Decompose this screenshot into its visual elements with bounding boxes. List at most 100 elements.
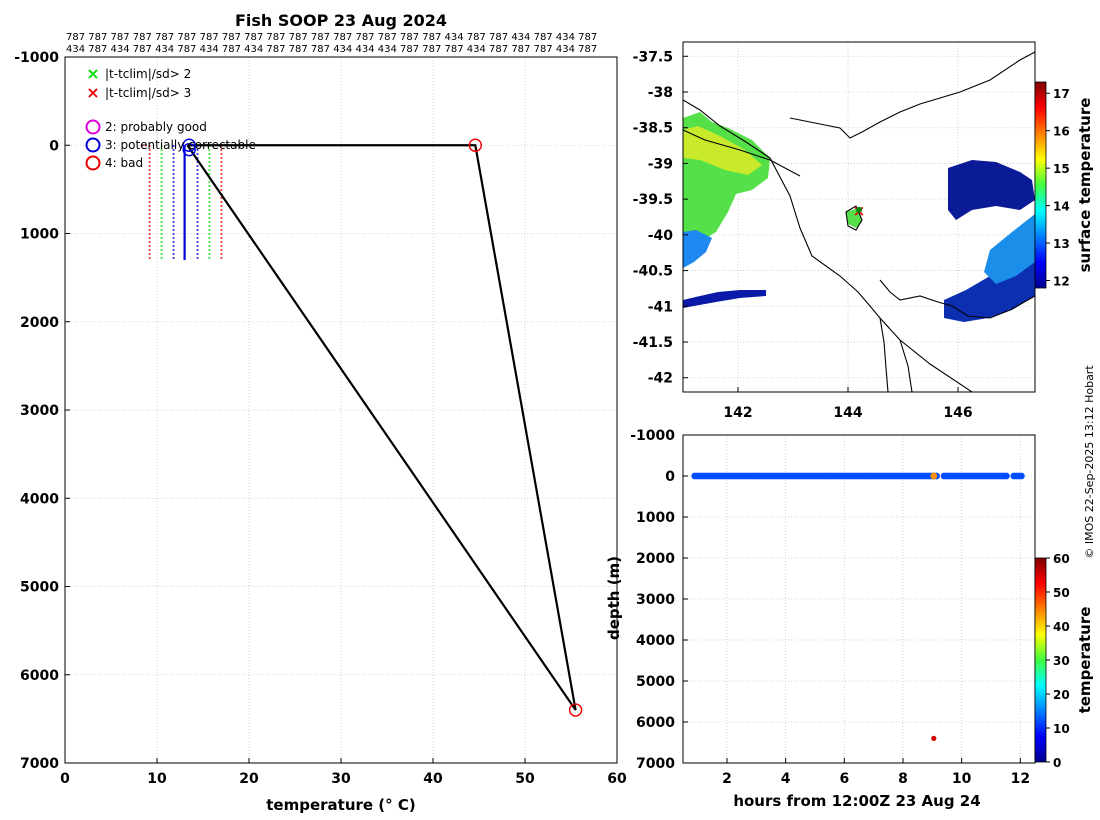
map-y-tick-label: -40.5 (633, 264, 673, 280)
br-y-tick-label: 1000 (636, 510, 675, 526)
left-x-ticks: 0 10 20 30 40 50 60 (60, 758, 627, 787)
profile-polyline (186, 144, 577, 711)
probe-labels-row-1: 787 787 787 787 787 787 787 787 787 787 … (66, 32, 597, 43)
map-cb-tick-label: 14 (1053, 200, 1070, 214)
br-y-tick-label: 4000 (636, 633, 675, 649)
legend-label: 4: bad (105, 156, 143, 170)
br-cb-tick-label: 40 (1053, 620, 1070, 634)
left-y-ticks: -1000 0 1000 2000 3000 4000 5000 6000 7000 (14, 50, 70, 772)
track-point-marker (856, 206, 862, 213)
map-x-tick-label: 142 (723, 405, 752, 421)
sst-patch-island (846, 208, 862, 228)
legend-circle-marker (85, 137, 101, 153)
flag-markers (182, 138, 583, 717)
br-y-ticks: -1000 0 1000 2000 3000 4000 5000 6000 7000 (630, 428, 688, 772)
br-cb-tick-label: 10 (1053, 722, 1070, 736)
depth-time-panel: 2 4 6 8 10 12 -1000 0 1000 2000 3000 4000 5000 6000 7… (605, 428, 1094, 810)
sst-patch-east-south (944, 222, 1035, 322)
map-y-tick-label: -41 (648, 299, 673, 315)
x-tick-label: 50 (515, 771, 535, 787)
br-x-tick-label: 2 (722, 771, 732, 787)
map-cb-tick-label: 12 (1053, 275, 1070, 289)
br-cb-tick-label: 30 (1053, 654, 1070, 668)
map-y-tick-label: -39.5 (633, 192, 673, 208)
map-cb-tick-label: 16 (1053, 125, 1070, 139)
left-grid (64, 56, 618, 764)
br-y-tick-label: 2000 (636, 551, 675, 567)
br-x-tick-label: 6 (839, 771, 849, 787)
br-x-tick-label: 12 (1011, 771, 1030, 787)
sst-patch-west-cool (683, 230, 712, 268)
y-tick-label: 7000 (20, 756, 59, 772)
br-y-tick-label: 6000 (636, 715, 675, 731)
y-tick-label: 2000 (20, 315, 59, 331)
br-colorbar (1034, 557, 1047, 763)
map-colorbar-ticks: 12 13 14 15 16 17 (1046, 87, 1070, 289)
br-scatter-points (691, 472, 1025, 742)
flag-marker (468, 138, 483, 152)
coastline (683, 51, 1035, 392)
br-y-label: depth (m) (605, 556, 623, 640)
br-grid (683, 434, 1035, 764)
sst-patch-west-core (683, 126, 762, 175)
br-y-tick-label: 5000 (636, 674, 675, 690)
br-colorbar-ticks: 0 10 20 30 40 50 60 (1046, 552, 1070, 770)
surface-sample-point (1003, 472, 1010, 480)
sst-map-panel: × 142 144 146 -37.5 -38 -38.5 -39 -39.5 -40 -40.… (633, 41, 1094, 421)
br-x-tick-label: 8 (898, 771, 908, 787)
flag-marker (182, 138, 196, 152)
x-tick-label: 0 (60, 771, 70, 787)
probe-labels-row-2: 434 787 434 787 434 787 434 787 434 787 … (66, 44, 597, 55)
legend: × |t-tclim|/sd> 2 × |t-tclim|/sd> 3 2: proba… (85, 64, 256, 171)
br-x-label: hours from 12:00Z 23 Aug 24 (733, 792, 980, 810)
map-y-tick-label: -38.5 (633, 121, 673, 137)
y-tick-label: 0 (49, 138, 59, 154)
y-tick-label: 1000 (20, 227, 59, 243)
br-colorbar-label: temperature (1076, 607, 1094, 714)
flag-marker (182, 142, 196, 157)
x-tick-label: 20 (239, 771, 259, 787)
legend-label: 3: potentially correctable (105, 138, 256, 152)
y-tick-label: 3000 (20, 403, 59, 419)
map-cb-tick-label: 13 (1053, 237, 1070, 251)
legend-label: |t-tclim|/sd> 3 (105, 86, 191, 100)
left-x-label: temperature (° C) (266, 796, 416, 814)
chart-title: Fish SOOP 23 Aug 2024 (235, 11, 447, 30)
br-x-ticks: 2 4 6 8 10 12 (722, 758, 1030, 787)
map-cb-tick-label: 15 (1053, 162, 1070, 176)
sst-strip-south (683, 290, 766, 308)
map-y-tick-label: -37.5 (633, 49, 673, 65)
legend-label: |t-tclim|/sd> 2 (105, 67, 191, 81)
br-y-tick-label: 7000 (636, 756, 675, 772)
y-tick-label: -1000 (14, 50, 59, 66)
br-cb-tick-label: 50 (1053, 586, 1070, 600)
flag-marker (568, 703, 583, 717)
climatology-bounds (141, 144, 230, 260)
sample-point (930, 472, 938, 480)
ship-track-point: × (853, 202, 866, 220)
map-colorbar-label: surface temperature (1076, 98, 1094, 273)
sst-patch-east-north (948, 160, 1035, 220)
y-tick-label: 6000 (20, 668, 59, 684)
map-colorbar (1034, 81, 1047, 289)
legend-x-marker: × (86, 64, 99, 83)
br-x-tick-label: 4 (781, 771, 791, 787)
br-y-tick-label: -1000 (630, 428, 675, 444)
x-tick-label: 40 (423, 771, 443, 787)
y-tick-label: 5000 (20, 580, 59, 596)
map-y-tick-label: -38 (648, 85, 673, 101)
map-x-tick-label: 144 (833, 405, 862, 421)
profile-line (186, 144, 577, 711)
br-x-tick-label: 10 (952, 771, 972, 787)
copyright-text: © IMOS 22-Sep-2025 13:12 Hobart (1083, 365, 1096, 559)
x-tick-label: 60 (607, 771, 627, 787)
map-y-tick-label: -41.5 (633, 335, 673, 351)
br-y-tick-label: 3000 (636, 592, 675, 608)
y-tick-label: 4000 (20, 491, 59, 507)
legend-label: 2: probably good (105, 120, 207, 134)
legend-circle-marker (85, 155, 101, 171)
x-tick-label: 10 (147, 771, 167, 787)
br-cb-tick-label: 0 (1053, 756, 1061, 770)
map-y-tick-label: -42 (648, 371, 673, 387)
